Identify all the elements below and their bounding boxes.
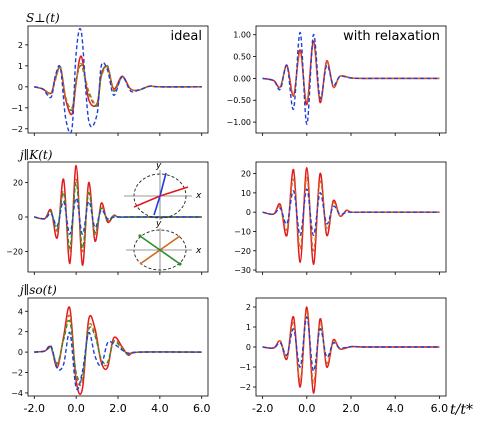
- y-tick-label: −1: [11, 104, 23, 113]
- x-tick-label: 0.0: [67, 402, 85, 415]
- inset-top-x-label: x: [195, 191, 202, 201]
- y-tick-label: −4: [11, 389, 23, 398]
- x-tick-label: -2.0: [252, 402, 273, 415]
- y-tick-label: 0: [18, 213, 23, 222]
- polarization-inset-top: x y: [124, 161, 202, 220]
- y-tick-label: 0: [246, 343, 251, 352]
- inset-bottom-y-label: y: [155, 219, 162, 229]
- series-line-blue: [262, 316, 440, 372]
- y-tick-label: 2: [18, 41, 23, 50]
- panel-title: with relaxation: [343, 29, 440, 44]
- y-tick-label: −2: [239, 383, 251, 392]
- y-tick-label: 0.50: [233, 53, 251, 62]
- y-tick-label: 2: [18, 328, 23, 337]
- y-tick-label: 4: [18, 307, 23, 316]
- series-line-blue: [34, 331, 202, 391]
- panel-title: ideal: [171, 29, 202, 44]
- panel-5: −2 −1 0 1 2 -2.0 0.0 2.0 4.0 6.0: [239, 297, 449, 415]
- y-tick-label: 1.00: [233, 31, 251, 40]
- y-tick-label: −0.50: [226, 96, 251, 105]
- series-line-blue: [34, 197, 202, 235]
- y-tick-label: −10: [234, 227, 251, 236]
- y-tick-label: −20: [234, 247, 251, 256]
- x-tick-label: 4.0: [386, 402, 404, 415]
- row-label-jso-parallel: j∥so(t): [17, 283, 57, 297]
- y-tick-label: −2: [11, 125, 23, 134]
- y-tick-label: 1: [246, 323, 251, 332]
- y-tick-label: 20: [241, 170, 251, 179]
- plot-frame: [255, 161, 447, 273]
- row-label-jk-parallel: j∥K(t): [17, 148, 53, 162]
- y-tick-label: 0: [18, 83, 23, 92]
- y-tick-label: −2: [11, 369, 23, 378]
- series-line-blue: [262, 188, 440, 237]
- series-line-orange: [34, 314, 202, 387]
- panel-4: −4 −2 0 2 4 -2.0 0.0 2.0 4.0 6.0: [11, 297, 211, 415]
- y-tick-label: −1: [239, 363, 251, 372]
- x-tick-label: 6.0: [193, 402, 211, 415]
- y-tick-label: 2: [246, 303, 251, 312]
- y-tick-label: 0: [18, 348, 23, 357]
- series-line-red: [34, 306, 202, 396]
- polarization-inset-bottom: x y: [126, 219, 202, 272]
- y-tick-label: 10: [241, 189, 251, 198]
- panel-1: −1.00 −0.50 0.00 0.50 1.00 with relaxation: [226, 25, 447, 136]
- y-tick-label: −20: [6, 247, 23, 256]
- x-tick-label: 2.0: [342, 402, 360, 415]
- series-line-orange: [262, 42, 440, 104]
- series-line-red: [262, 167, 440, 266]
- x-tick-label: 2.0: [109, 402, 127, 415]
- x-tick-label: 0.0: [298, 402, 316, 415]
- panel-0: −2 −1 0 1 2 ideal: [11, 25, 209, 136]
- y-tick-label: 1: [18, 62, 23, 71]
- x-tick-label: 6.0: [431, 402, 449, 415]
- inset-bottom-x-label: x: [195, 246, 202, 256]
- x-axis-label: t/t*: [450, 402, 473, 418]
- y-tick-label: 0.00: [233, 74, 251, 83]
- series-line-green: [34, 319, 202, 382]
- series-line-blue: [34, 27, 202, 134]
- x-tick-label: -2.0: [24, 402, 45, 415]
- row-label-s-perp: S⊥(t): [26, 11, 60, 25]
- series-line-red: [262, 40, 440, 106]
- series-line-orange: [262, 176, 440, 252]
- panel-3: −30 −20 −10 0 10 20: [234, 161, 447, 275]
- series-line-blue: [262, 31, 440, 125]
- panel-2: −20 0 20: [6, 161, 209, 275]
- y-tick-label: 20: [13, 179, 23, 188]
- y-tick-label: −30: [234, 266, 251, 275]
- inset-top-y-label: y: [155, 161, 162, 171]
- x-tick-label: 4.0: [151, 402, 169, 415]
- y-tick-label: 0: [246, 208, 251, 217]
- series-line-green: [34, 181, 202, 249]
- y-tick-label: −1.00: [226, 118, 251, 127]
